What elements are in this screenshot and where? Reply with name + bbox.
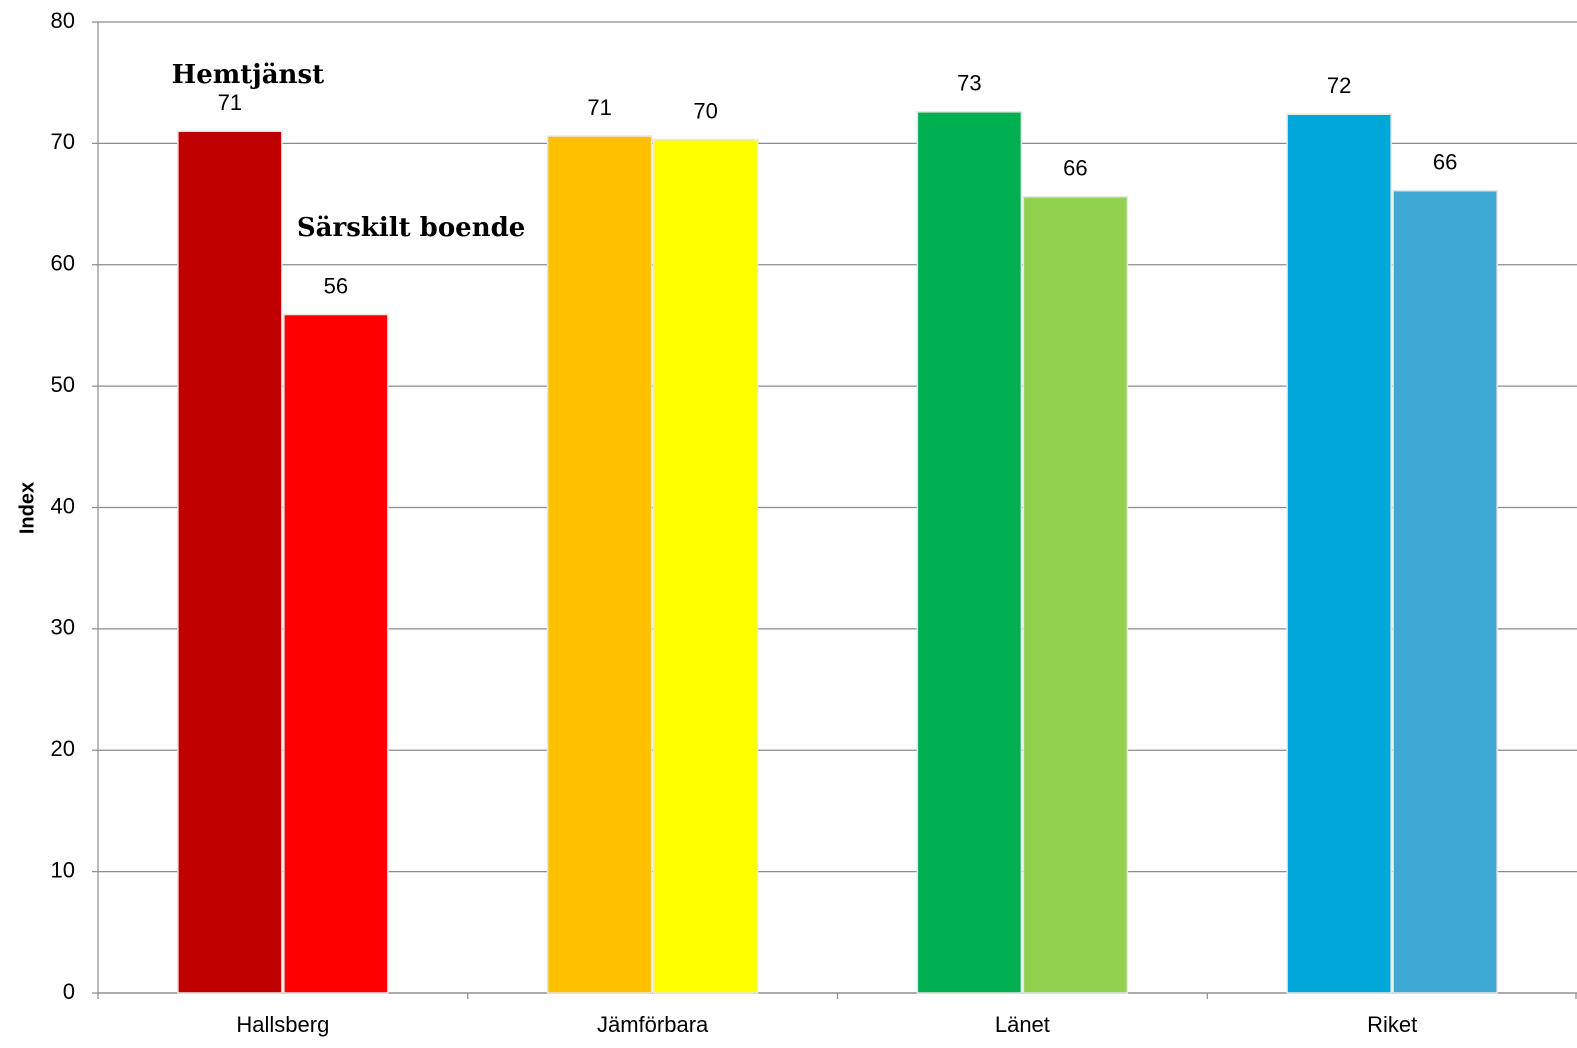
bar — [283, 313, 389, 994]
y-tick-label: 50 — [51, 372, 75, 397]
y-tick-label: 0 — [63, 979, 75, 1004]
bar — [1286, 113, 1392, 994]
bar — [652, 138, 759, 994]
value-label: 71 — [218, 90, 242, 115]
value-label: 72 — [1327, 73, 1351, 98]
y-tick-label: 20 — [51, 736, 75, 761]
bar — [177, 130, 283, 994]
bar — [1022, 196, 1129, 994]
y-tick-label: 40 — [51, 493, 75, 518]
y-tick-label: 70 — [51, 129, 75, 154]
value-label: 71 — [587, 95, 611, 120]
y-tick-label: 60 — [51, 251, 75, 276]
y-tick-label: 10 — [51, 857, 75, 882]
x-tick-label: Riket — [1367, 1012, 1417, 1037]
value-label: 73 — [957, 71, 981, 96]
x-tick-label: Hallsberg — [236, 1012, 329, 1037]
y-tick-label: 30 — [51, 615, 75, 640]
value-label: 66 — [1063, 156, 1087, 181]
value-label: 56 — [324, 273, 348, 298]
series-annotation: Särskilt boende — [297, 213, 525, 243]
x-tick-label: Länet — [995, 1012, 1050, 1037]
value-label: 66 — [1433, 150, 1457, 175]
bar — [916, 111, 1023, 994]
y-tick-label: 80 — [51, 8, 75, 33]
y-axis-label: Index — [16, 482, 38, 534]
series-annotation: Hemtjänst — [172, 60, 324, 90]
bar — [546, 135, 653, 994]
x-tick-label: Jämförbara — [597, 1012, 709, 1037]
bar — [1392, 189, 1498, 994]
value-label: 70 — [693, 99, 717, 124]
